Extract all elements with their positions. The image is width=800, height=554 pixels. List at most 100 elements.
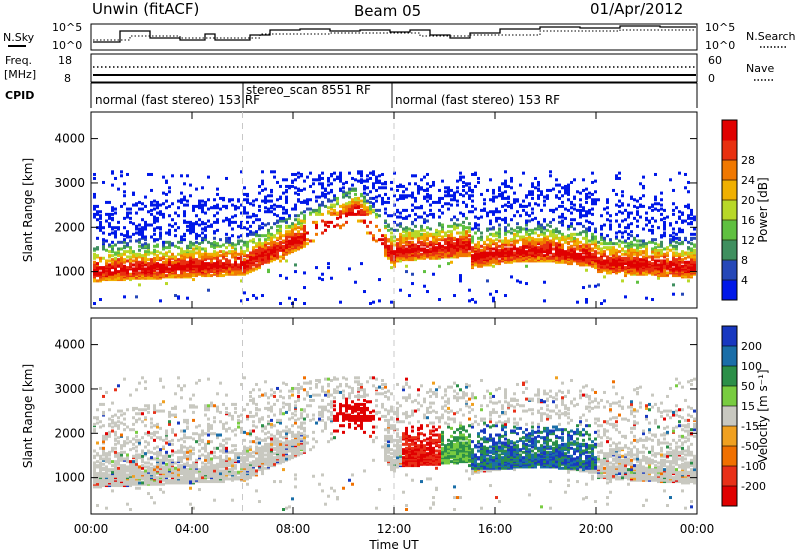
heatmap-cell: [375, 208, 378, 212]
heatmap-cell: [339, 224, 342, 228]
heatmap-cell: [600, 232, 603, 236]
heatmap-cell: [177, 199, 180, 203]
heatmap-cell: [546, 196, 549, 200]
heatmap-cell: [693, 264, 696, 268]
heatmap-cell: [108, 212, 111, 216]
heatmap-cell: [468, 230, 471, 234]
heatmap-cell: [201, 186, 204, 190]
heatmap-cell: [456, 203, 459, 207]
heatmap-cell: [261, 251, 264, 255]
heatmap-cell: [495, 259, 498, 263]
heatmap-cell: [126, 255, 129, 259]
heatmap-cell: [150, 235, 153, 239]
heatmap-cell: [102, 226, 105, 230]
heatmap-cell: [123, 194, 126, 198]
heatmap-cell: [501, 218, 504, 222]
heatmap-cell: [102, 437, 105, 441]
heatmap-cell: [570, 224, 573, 228]
heatmap-cell: [687, 203, 690, 207]
heatmap-cell: [450, 236, 453, 240]
heatmap-cell: [174, 255, 177, 259]
heatmap-cell: [225, 266, 228, 270]
heatmap-cell: [627, 203, 630, 207]
heatmap-cell: [96, 477, 99, 481]
heatmap-cell: [636, 266, 639, 270]
heatmap-cell: [162, 255, 165, 259]
heatmap-cell: [510, 258, 513, 262]
heatmap-cell: [150, 462, 153, 466]
heatmap-cell: [102, 446, 105, 450]
heatmap-cell: [375, 215, 378, 219]
heatmap-cell: [381, 202, 384, 206]
heatmap-cell: [222, 219, 225, 223]
heatmap-cell: [228, 259, 231, 263]
heatmap-cell: [366, 224, 369, 228]
velocity-heatmap: [93, 376, 696, 512]
heatmap-cell: [306, 198, 309, 202]
heatmap-cell: [276, 231, 279, 235]
heatmap-cell: [390, 300, 393, 304]
heatmap-cell: [129, 462, 132, 466]
heatmap-cell: [597, 256, 600, 260]
heatmap-cell: [588, 226, 591, 230]
heatmap-cell: [504, 236, 507, 240]
heatmap-cell: [165, 458, 168, 462]
heatmap-cell: [501, 191, 504, 195]
heatmap-cell: [225, 258, 228, 262]
heatmap-cell: [480, 235, 483, 239]
heatmap-cell: [573, 239, 576, 243]
heatmap-cell: [684, 172, 687, 176]
heatmap-cell: [183, 252, 186, 256]
heatmap-cell: [369, 210, 372, 214]
heatmap-cell: [504, 232, 507, 236]
heatmap-cell: [534, 242, 537, 246]
heatmap-cell: [450, 260, 453, 264]
heatmap-cell: [456, 223, 459, 227]
heatmap-cell: [525, 236, 528, 240]
heatmap-cell: [141, 226, 144, 230]
heatmap-cell: [378, 278, 381, 282]
heatmap-cell: [216, 220, 219, 224]
heatmap-cell: [108, 232, 111, 236]
heatmap-cell: [540, 223, 543, 227]
heatmap-cell: [117, 424, 120, 428]
heatmap-cell: [639, 182, 642, 186]
heatmap-cell: [678, 171, 681, 175]
heatmap-cell: [258, 218, 261, 222]
heatmap-cell: [420, 240, 423, 244]
heatmap-cell: [471, 172, 474, 176]
heatmap-cell: [123, 226, 126, 230]
heatmap-cell: [147, 457, 150, 461]
heatmap-cell: [204, 252, 207, 256]
heatmap-cell: [387, 214, 390, 218]
heatmap-cell: [135, 445, 138, 449]
heatmap-cell: [402, 227, 405, 231]
heatmap-cell: [447, 230, 450, 234]
heatmap-cell: [114, 211, 117, 215]
heatmap-cell: [498, 230, 501, 234]
heatmap-cell: [99, 220, 102, 224]
heatmap-cell: [162, 260, 165, 264]
heatmap-cell: [246, 298, 249, 302]
heatmap-cell: [102, 246, 105, 250]
heatmap-cell: [420, 178, 423, 182]
heatmap-cell: [297, 243, 300, 247]
heatmap-cell: [282, 256, 285, 260]
heatmap-cell: [672, 251, 675, 255]
heatmap-cell: [111, 247, 114, 251]
heatmap-cell: [165, 453, 168, 457]
heatmap-cell: [114, 256, 117, 260]
heatmap-cell: [240, 260, 243, 264]
heatmap-cell: [564, 191, 567, 195]
heatmap-cell: [168, 186, 171, 190]
heatmap-cell: [693, 248, 696, 252]
heatmap-cell: [354, 187, 357, 191]
heatmap-cell: [228, 223, 231, 227]
heatmap-cell: [372, 196, 375, 200]
colorbar-frame: [721, 119, 738, 301]
heatmap-cell: [102, 266, 105, 270]
heatmap-cell: [216, 218, 219, 222]
heatmap-cell: [165, 456, 168, 460]
heatmap-cell: [510, 203, 513, 207]
heatmap-cell: [114, 243, 117, 247]
